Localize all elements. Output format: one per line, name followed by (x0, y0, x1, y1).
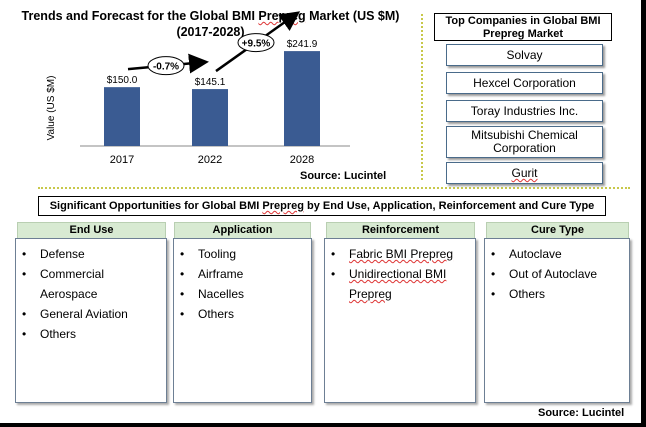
growth-badge-2 (237, 33, 275, 53)
chart-title-part3: Market (US $M) (309, 9, 400, 23)
chart-title-years: (2017-2028) (176, 25, 245, 39)
x-tick-label-2017: 2017 (110, 154, 134, 166)
chart-title: Trends and Forecast for the Global BMI P… (8, 8, 413, 40)
list-item-text: Fabric BMI Prepreg (349, 247, 454, 261)
x-tick-label-2028: 2028 (290, 154, 314, 166)
opportunities-title-part3: by End Use, Application, Reinforcement a… (307, 200, 595, 212)
page-source: Source: Lucintel (538, 407, 625, 419)
opportunities-title-part1: Significant Opportunities for Global BMI (49, 200, 260, 212)
company-solvay: Solvay (446, 44, 603, 66)
bar-value-label-2028: $241.9 (287, 39, 318, 50)
column-header-end-use: End Use (17, 222, 166, 239)
company-toray: Toray Industries Inc. (446, 100, 603, 122)
list-item: Tooling (178, 244, 307, 264)
column-cure-type: Autoclave Out of Autoclave Others (484, 238, 630, 403)
bar-value-label-2017: $150.0 (107, 75, 138, 86)
y-axis-label: Value (US $M) (46, 76, 57, 141)
list-item: Fabric BMI Prepreg (329, 244, 471, 264)
list-item: Unidirectional BMI Prepreg (329, 264, 471, 304)
bar-chart: Value (US $M) $150.0 2017 $145.1 2022 $241.9… (46, 11, 350, 166)
growth-label-1: -0.7% (153, 62, 179, 73)
company-hexcel: Hexcel Corporation (446, 72, 603, 94)
companies-title: Top Companies in Global BMI Prepreg Mark… (434, 13, 612, 41)
list-item: Autoclave (489, 244, 625, 264)
company-gurit-label: Gurit (511, 166, 538, 180)
list-item: Commercial Aerospace (20, 264, 162, 304)
list-item-text: Unidirectional BMI Prepreg (349, 267, 447, 301)
list-item: Others (489, 284, 625, 304)
opportunities-title-part2: Prepreg (262, 200, 304, 212)
list-item: Others (178, 304, 307, 324)
frame-bottom-border (0, 423, 646, 427)
column-application: Tooling Airframe Nacelles Others (173, 238, 312, 403)
column-end-use: Defense Commercial Aerospace General Avi… (15, 238, 167, 403)
list-item: Out of Autoclave (489, 264, 625, 284)
list-item: Defense (20, 244, 162, 264)
growth-badge-1 (147, 56, 185, 76)
chart-source: Source: Lucintel (300, 170, 387, 182)
chart-title-part2: Prepreg (258, 9, 306, 23)
chart-title-part1: Trends and Forecast for the Global BMI (21, 9, 255, 23)
x-tick-label-2022: 2022 (198, 154, 222, 166)
vertical-divider (421, 14, 423, 180)
company-mitsubishi: Mitsubishi Chemical Corporation (446, 126, 603, 158)
column-header-reinforcement: Reinforcement (326, 222, 475, 239)
bar-2017 (104, 87, 140, 146)
column-header-cure-type: Cure Type (486, 222, 629, 239)
list-item: Others (20, 324, 162, 344)
column-header-application: Application (174, 222, 311, 239)
list-item: Airframe (178, 264, 307, 284)
growth-label-2: +9.5% (242, 39, 271, 50)
list-item: Nacelles (178, 284, 307, 304)
frame-right-border (641, 0, 646, 427)
bar-2022 (192, 89, 228, 146)
horizontal-divider (38, 187, 630, 189)
company-gurit: Gurit (446, 162, 603, 184)
bar-2028 (284, 51, 320, 146)
list-item: General Aviation (20, 304, 162, 324)
column-reinforcement: Fabric BMI Prepreg Unidirectional BMI Pr… (324, 238, 476, 403)
opportunities-title: Significant Opportunities for Global BMI… (38, 196, 606, 216)
bar-value-label-2022: $145.1 (195, 77, 226, 88)
